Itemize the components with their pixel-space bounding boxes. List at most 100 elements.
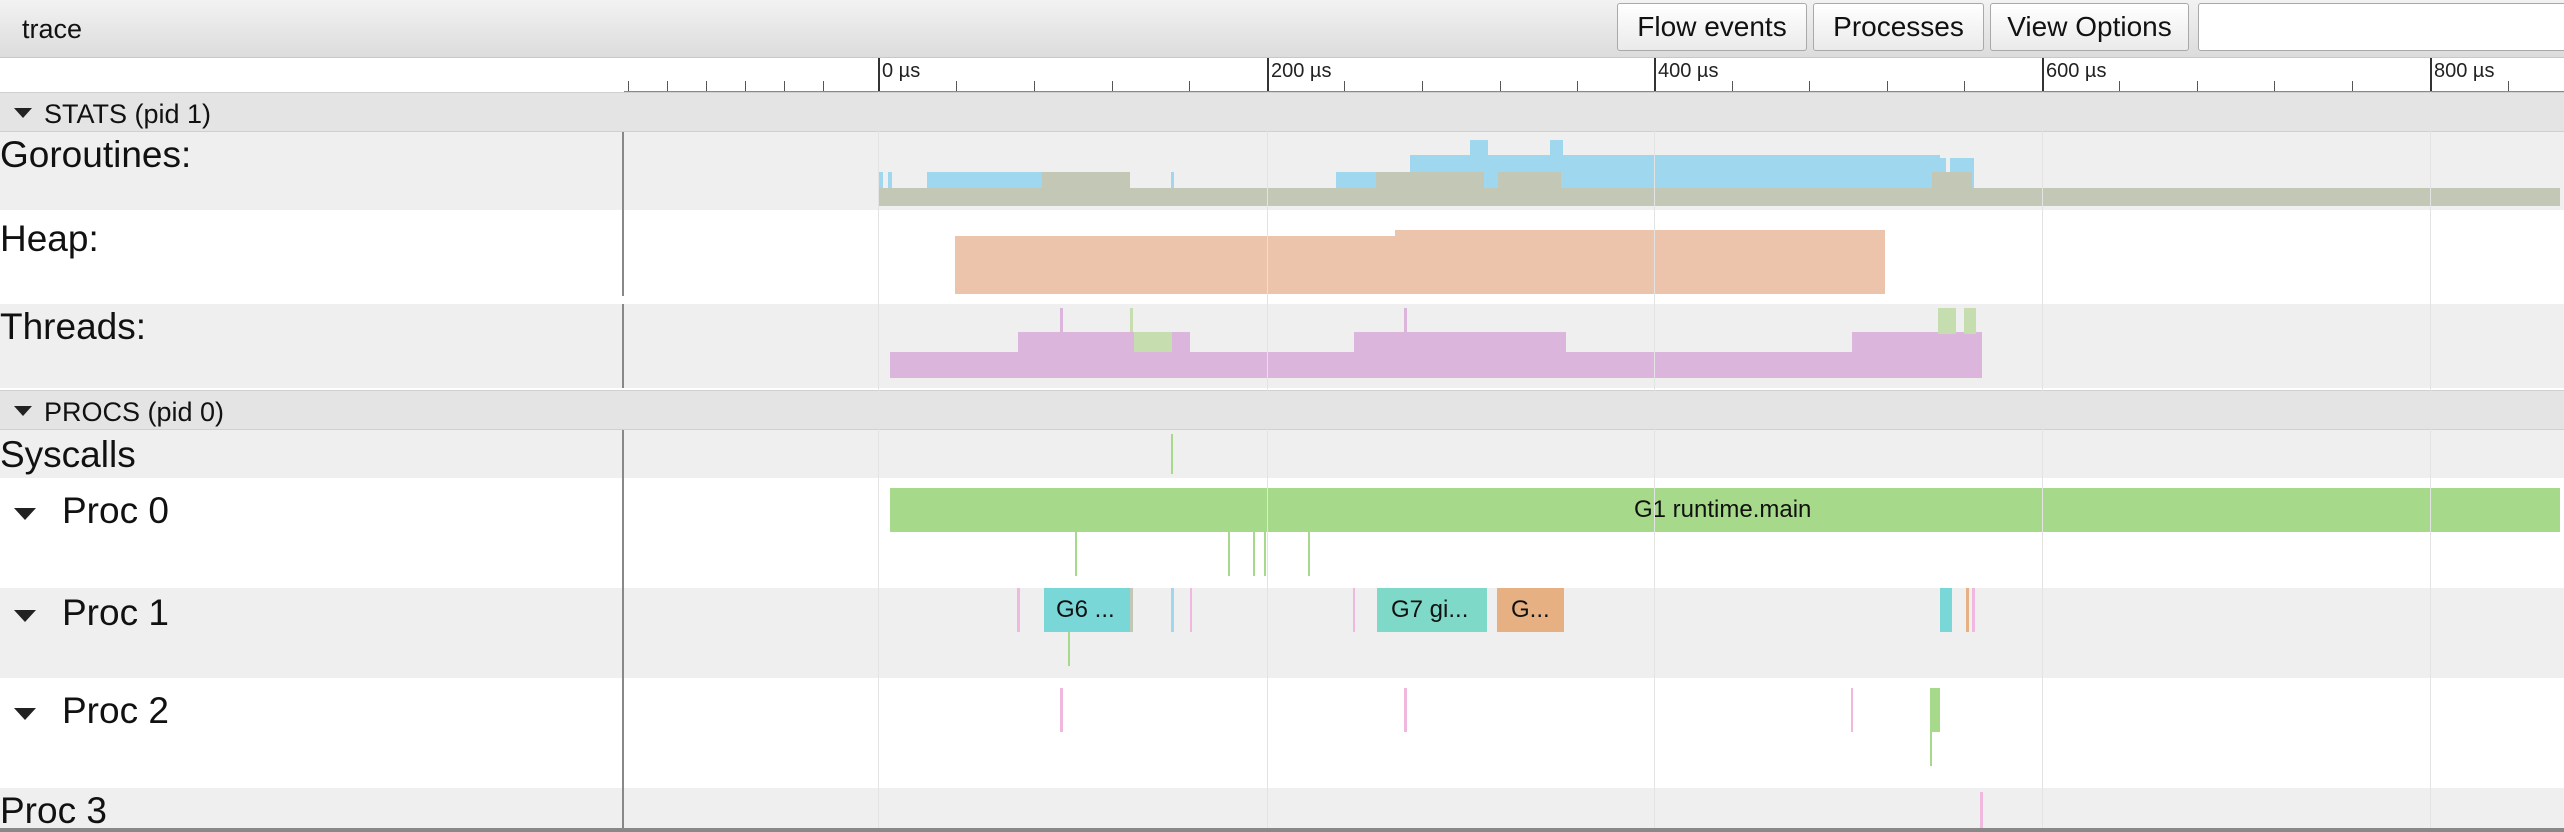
proc3-label: Proc 3	[0, 790, 107, 831]
view-options-button[interactable]: View Options	[1990, 3, 2189, 51]
expand-triangle-icon[interactable]	[14, 508, 36, 520]
proc2-track[interactable]: Proc 2	[0, 678, 2564, 788]
ruler-tick	[1189, 81, 1190, 91]
ruler-tick	[1732, 81, 1733, 91]
event-tick[interactable]	[1060, 688, 1063, 732]
ruler-tick	[1809, 81, 1810, 91]
event-tick[interactable]	[1130, 588, 1133, 632]
gridline	[2042, 92, 2043, 832]
flow-events-button[interactable]: Flow events	[1617, 3, 1807, 51]
ruler-tick	[1112, 81, 1113, 91]
event-tick[interactable]	[1017, 588, 1020, 632]
ruler-tick	[1422, 81, 1423, 91]
stats-group-header[interactable]: STATS (pid 1)	[0, 92, 2564, 132]
flow-tick	[1264, 532, 1266, 576]
goroutines-counter-bar	[878, 172, 883, 198]
threads-counter-bar	[1134, 332, 1172, 352]
goroutines-track[interactable]: Goroutines:	[0, 132, 2564, 210]
ruler-tick	[2197, 81, 2198, 91]
g-slice-label: G...	[1511, 596, 1550, 623]
gridline	[1654, 92, 1655, 832]
heap-counter-area	[955, 236, 1885, 294]
event-tick[interactable]	[1930, 688, 1940, 732]
ruler-label: 400 µs	[1658, 60, 1719, 82]
flow-tick	[1228, 532, 1230, 576]
ruler-tick	[1964, 81, 1965, 91]
track-label-cell: Proc 3	[0, 788, 624, 831]
ruler-label: 200 µs	[1271, 60, 1332, 82]
g6-slice-label: G6 ...	[1056, 596, 1115, 623]
g1-slice[interactable]: G1 runtime.main	[890, 488, 2560, 532]
ruler-major-tick	[1654, 58, 1656, 91]
gridline	[2430, 92, 2431, 832]
flow-tick	[1308, 532, 1310, 576]
expand-triangle-icon[interactable]	[14, 610, 36, 622]
goroutines-counter-bar	[1498, 172, 1561, 188]
syscall-event[interactable]	[1171, 434, 1173, 474]
threads-track[interactable]: Threads:	[0, 304, 2564, 388]
event-tick[interactable]	[1972, 588, 1975, 632]
g-slice[interactable]: G...	[1497, 588, 1564, 632]
event-tick[interactable]	[1966, 588, 1969, 632]
proc3-track[interactable]: Proc 3	[0, 788, 2564, 831]
event-tick[interactable]	[1851, 688, 1853, 732]
procs-group-header[interactable]: PROCS (pid 0)	[0, 390, 2564, 430]
syscalls-track[interactable]: Syscalls	[0, 430, 2564, 478]
ruler-major-tick	[2042, 58, 2044, 91]
track-label-cell: Syscalls	[0, 430, 624, 478]
time-ruler[interactable]: 0 µs 200 µs 400 µs 600 µs 800 µs	[624, 58, 2564, 92]
g7-slice[interactable]: G7 gi...	[1377, 588, 1487, 632]
ruler-tick	[823, 81, 824, 91]
trace-title: trace	[22, 14, 83, 44]
ruler-label: 0 µs	[882, 60, 921, 82]
ruler-tick	[628, 81, 629, 91]
expand-triangle-icon[interactable]	[14, 406, 32, 416]
proc0-track[interactable]: Proc 0 G1 runtime.main	[0, 478, 2564, 588]
search-input[interactable]	[2198, 3, 2564, 51]
g6-slice[interactable]: G6 ...	[1044, 588, 1130, 632]
expand-triangle-icon[interactable]	[14, 108, 32, 118]
track-label-cell: Goroutines:	[0, 132, 624, 210]
ruler-tick	[956, 81, 957, 91]
threads-counter-bar	[1938, 308, 1956, 334]
processes-button[interactable]: Processes	[1813, 3, 1984, 51]
ruler-tick	[784, 81, 785, 91]
proc2-label: Proc 2	[62, 690, 169, 731]
event-tick[interactable]	[1404, 688, 1407, 732]
track-label-cell: Heap:	[0, 210, 624, 296]
goroutines-counter-bar	[1550, 140, 1563, 156]
stats-group-label: STATS (pid 1)	[44, 99, 212, 129]
event-tick[interactable]	[1353, 588, 1355, 632]
toolbar: trace Flow events Processes View Options	[0, 0, 2564, 58]
track-label-cell: Proc 2	[0, 678, 624, 788]
threads-label: Threads:	[0, 306, 147, 347]
proc1-track[interactable]: Proc 1 G6 ... G7 gi... G...	[0, 588, 2564, 678]
ruler-label: 600 µs	[2046, 60, 2107, 82]
proc0-label: Proc 0	[62, 490, 169, 531]
ruler-tick	[2352, 81, 2353, 91]
goroutines-label: Goroutines:	[0, 134, 192, 175]
event-tick[interactable]	[1190, 588, 1192, 632]
ruler-tick	[706, 81, 707, 91]
flow-tick	[1068, 632, 1070, 666]
ruler-tick	[1344, 81, 1345, 91]
goroutines-counter-bar	[1171, 172, 1174, 198]
goroutines-counter-bar	[1376, 172, 1484, 188]
syscalls-label: Syscalls	[0, 434, 136, 475]
threads-counter-bar	[1060, 308, 1063, 332]
event-tick[interactable]	[1940, 588, 1952, 632]
track-label-cell: Proc 1	[0, 588, 624, 678]
event-tick[interactable]	[1171, 588, 1174, 632]
ruler-tick	[1887, 81, 1888, 91]
bottom-border	[0, 828, 2564, 832]
threads-counter-bar	[1964, 308, 1976, 334]
ruler-tick	[1500, 81, 1501, 91]
g7-slice-label: G7 gi...	[1391, 596, 1469, 623]
heap-track[interactable]: Heap:	[0, 210, 2564, 296]
ruler-major-tick	[1267, 58, 1269, 91]
event-tick[interactable]	[1980, 792, 1983, 828]
goroutines-counter-bar	[888, 172, 892, 198]
goroutines-counter-bar	[1042, 172, 1130, 188]
track-label-cell: Proc 0	[0, 478, 624, 588]
expand-triangle-icon[interactable]	[14, 708, 36, 720]
